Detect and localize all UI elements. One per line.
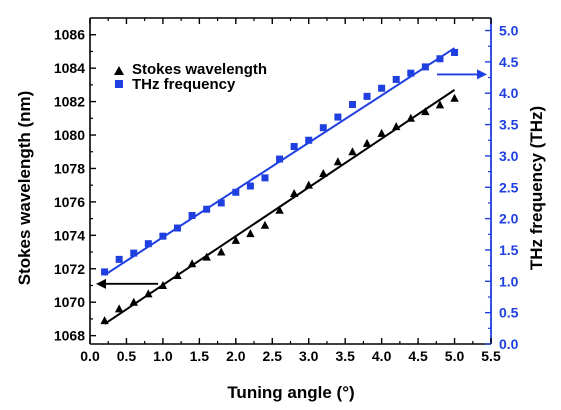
left-y-tick-label: 1086 bbox=[54, 27, 85, 43]
x-tick-label: 2.0 bbox=[226, 348, 246, 364]
legend: Stokes wavelength THz frequency bbox=[114, 61, 267, 93]
thz-point bbox=[232, 188, 240, 196]
x-tick-label: 0.0 bbox=[80, 348, 100, 364]
x-tick-label: 3.0 bbox=[299, 348, 319, 364]
thz-point bbox=[305, 136, 313, 144]
stokes-point bbox=[450, 93, 459, 102]
right-y-tick-label: 0.5 bbox=[499, 305, 519, 321]
thz-point bbox=[115, 255, 123, 263]
thz-point bbox=[451, 48, 459, 56]
left-y-tick-label: 1080 bbox=[54, 127, 85, 143]
stokes-point bbox=[202, 252, 211, 261]
thz-point bbox=[363, 92, 371, 100]
legend-label-thz: THz frequency bbox=[132, 76, 236, 93]
right-y-axis-title: THz frequency (THz) bbox=[527, 106, 546, 270]
thz-point bbox=[319, 124, 327, 132]
x-axis-title: Tuning angle (°) bbox=[227, 383, 354, 402]
thz-point bbox=[290, 143, 298, 151]
thz-point bbox=[348, 101, 356, 109]
stokes-point bbox=[217, 247, 226, 256]
stokes-point bbox=[406, 113, 415, 122]
thz-point bbox=[203, 205, 211, 213]
left-y-axis-title: Stokes wavelength (nm) bbox=[15, 91, 34, 286]
stokes-point bbox=[129, 297, 138, 306]
stokes-point bbox=[289, 189, 299, 198]
x-tick-label: 2.5 bbox=[263, 348, 283, 364]
stokes-point bbox=[333, 157, 343, 166]
thz-point bbox=[436, 55, 444, 63]
thz-point bbox=[407, 69, 415, 77]
left-y-tick-label: 1084 bbox=[54, 60, 85, 76]
x-tick-label: 0.5 bbox=[117, 348, 137, 364]
right-y-tick-label: 4.0 bbox=[499, 85, 519, 101]
left-y-tick-label: 1072 bbox=[54, 261, 85, 277]
thz-point bbox=[101, 268, 109, 276]
x-tick-label: 4.0 bbox=[372, 348, 392, 364]
stokes-point bbox=[275, 205, 284, 214]
stokes-point bbox=[348, 147, 357, 156]
left-y-tick-label: 1074 bbox=[54, 227, 85, 243]
stokes-point bbox=[173, 270, 182, 279]
stokes-point bbox=[435, 100, 445, 109]
stokes-point bbox=[187, 259, 197, 268]
legend-label-stokes: Stokes wavelength bbox=[132, 61, 267, 78]
right-axis-arrowhead bbox=[477, 69, 487, 80]
legend-marker-stokes bbox=[114, 66, 124, 75]
left-y-tick-label: 1082 bbox=[54, 94, 85, 110]
stokes-point bbox=[246, 229, 255, 238]
x-tick-label: 5.5 bbox=[481, 348, 501, 364]
right-y-tick-label: 1.5 bbox=[499, 242, 519, 258]
thz-point bbox=[246, 182, 254, 190]
x-tick-label: 4.5 bbox=[408, 348, 428, 364]
thz-point bbox=[276, 155, 284, 163]
left-axis-arrowhead bbox=[96, 278, 106, 289]
thz-point bbox=[188, 211, 196, 219]
stokes-point bbox=[144, 289, 153, 298]
thz-point bbox=[159, 232, 167, 240]
stokes-point bbox=[304, 180, 313, 189]
right-y-tick-label: 2.5 bbox=[499, 179, 519, 195]
right-y-tick-label: 2.0 bbox=[499, 211, 519, 227]
right-y-tick-label: 1.0 bbox=[499, 273, 519, 289]
stokes-point bbox=[319, 168, 328, 177]
left-y-tick-label: 1070 bbox=[54, 294, 85, 310]
legend-marker-thz bbox=[115, 80, 123, 88]
right-y-tick-label: 3.0 bbox=[499, 148, 519, 164]
x-tick-label: 5.0 bbox=[445, 348, 465, 364]
stokes-point bbox=[100, 316, 109, 325]
left-y-tick-label: 1076 bbox=[54, 194, 85, 210]
thz-point bbox=[173, 224, 181, 232]
thz-point bbox=[334, 113, 342, 121]
right-y-tick-label: 0.0 bbox=[499, 336, 519, 352]
stokes-point bbox=[158, 280, 168, 289]
stokes-point bbox=[260, 220, 270, 229]
thz-point bbox=[144, 240, 152, 248]
x-tick-label: 1.0 bbox=[153, 348, 173, 364]
stokes-point bbox=[362, 138, 372, 147]
thz-point bbox=[130, 249, 138, 257]
right-y-tick-label: 4.5 bbox=[499, 54, 519, 70]
stokes-point bbox=[392, 122, 401, 131]
thz-point bbox=[217, 199, 225, 207]
stokes-point bbox=[114, 304, 124, 313]
x-tick-label: 1.5 bbox=[190, 348, 210, 364]
x-tick-label: 3.5 bbox=[335, 348, 355, 364]
thz-point bbox=[261, 174, 269, 182]
stokes-point bbox=[231, 235, 241, 244]
thz-point bbox=[421, 63, 429, 71]
stokes-point bbox=[377, 128, 386, 137]
stokes-point bbox=[421, 107, 430, 116]
right-y-tick-label: 5.0 bbox=[499, 23, 519, 39]
left-y-tick-label: 1068 bbox=[54, 328, 85, 344]
thz-point bbox=[392, 75, 400, 83]
left-y-tick-label: 1078 bbox=[54, 160, 85, 176]
right-y-tick-label: 3.5 bbox=[499, 117, 519, 133]
thz-point bbox=[378, 84, 386, 92]
